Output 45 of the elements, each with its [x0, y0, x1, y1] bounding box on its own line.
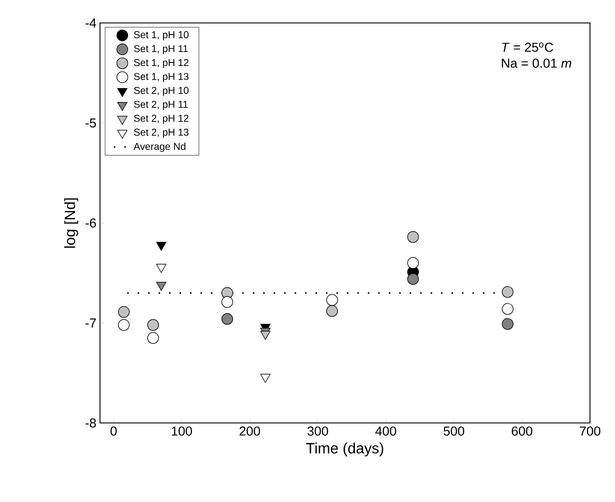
point: [156, 264, 166, 273]
point: [326, 294, 338, 306]
legend-label: Set 2, pH 12: [134, 114, 188, 124]
x-tick-label: 500: [444, 426, 464, 436]
legend-label: Set 2, pH 11: [134, 100, 188, 110]
legend-label: Set 2, pH 10: [134, 86, 189, 96]
y-tick-label: -5: [86, 118, 96, 128]
legend-label: Set 1, pH 11: [134, 45, 188, 54]
point: [156, 242, 166, 251]
y-axis-title: log [Nd]: [64, 198, 78, 248]
point: [221, 296, 234, 308]
annotation: T = 25$^{o}$C: [502, 42, 554, 52]
y-tick-label: -8: [86, 418, 96, 428]
x-axis-title: Time (days): [306, 442, 384, 456]
annotation: Na = 0.01 m: [502, 58, 572, 68]
point: [118, 306, 130, 318]
y-tick-label: -7: [86, 318, 96, 328]
point: [147, 332, 159, 344]
point: [326, 305, 338, 317]
point: [407, 257, 419, 269]
x-tick-label: 400: [375, 426, 396, 436]
y-tick-label: -6: [86, 218, 96, 228]
point: [260, 330, 270, 340]
legend-label: Average Nd: [134, 142, 186, 152]
legend-label: Set 1, pH 10: [134, 31, 189, 40]
y-tick-label: -4: [86, 18, 96, 28]
x-tick-label: 600: [512, 426, 532, 436]
x-tick-label: 0: [110, 426, 117, 436]
x-tick-label: 100: [172, 426, 192, 436]
point: [407, 273, 419, 285]
x-tick-label: 300: [307, 426, 328, 436]
point: [118, 319, 130, 331]
point: [147, 319, 159, 331]
point: [502, 303, 514, 315]
point: [221, 313, 234, 325]
point: [407, 231, 419, 243]
point: [156, 282, 166, 291]
x-tick-label: 200: [240, 426, 260, 436]
point: [260, 374, 270, 383]
x-tick-label: 700: [580, 426, 600, 436]
legend-label: Set 2, pH 13: [134, 128, 189, 138]
legend-label: Set 1, pH 13: [134, 72, 189, 82]
point: [502, 286, 514, 298]
legend-label: Set 1, pH 12: [134, 59, 188, 68]
point: [502, 318, 514, 330]
